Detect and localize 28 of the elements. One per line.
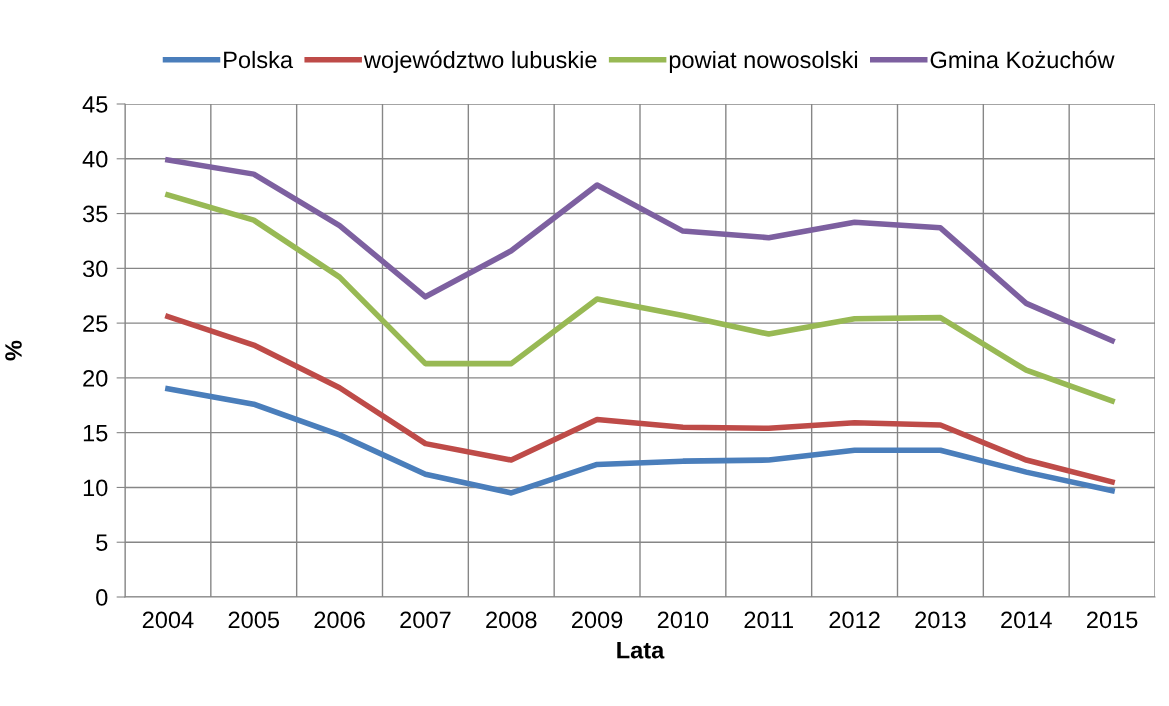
legend-label: powiat nowosolski xyxy=(669,50,858,73)
y-tick-label: 45 xyxy=(82,96,108,113)
y-tick-label: 35 xyxy=(82,205,108,223)
x-tick-label: 2015 xyxy=(1087,611,1138,629)
x-tick-label: 2011 xyxy=(744,611,793,629)
y-tick-label: 40 xyxy=(82,150,108,168)
x-tick-label: 2010 xyxy=(657,611,709,629)
x-tick-label: 2013 xyxy=(915,611,966,629)
x-tick-label: 2004 xyxy=(142,611,194,629)
x-tick-label: 2014 xyxy=(1001,611,1052,629)
x-tick-label: 2005 xyxy=(228,611,280,629)
legend-label: Gmina Kożuchów xyxy=(930,50,1115,69)
x-tick-label: 2008 xyxy=(486,611,537,629)
x-tick-label: 2009 xyxy=(572,611,623,629)
y-tick-label: 10 xyxy=(83,479,108,497)
legend-label: województwo lubuskie xyxy=(363,50,597,73)
y-tick-label: 20 xyxy=(83,369,108,387)
y-axis-title: % xyxy=(5,340,22,361)
x-tick-label: 2012 xyxy=(829,611,880,629)
y-tick-label: 5 xyxy=(96,534,108,552)
y-tick-label: 30 xyxy=(82,260,108,278)
y-tick-label: 15 xyxy=(83,424,108,442)
x-tick-label: 2006 xyxy=(314,611,365,629)
y-tick-label: 0 xyxy=(96,589,108,606)
legend-label: Polska xyxy=(224,50,294,69)
x-axis-title: Lata xyxy=(617,642,665,659)
x-tick-label: 2007 xyxy=(400,611,451,629)
y-tick-label: 25 xyxy=(83,315,108,332)
